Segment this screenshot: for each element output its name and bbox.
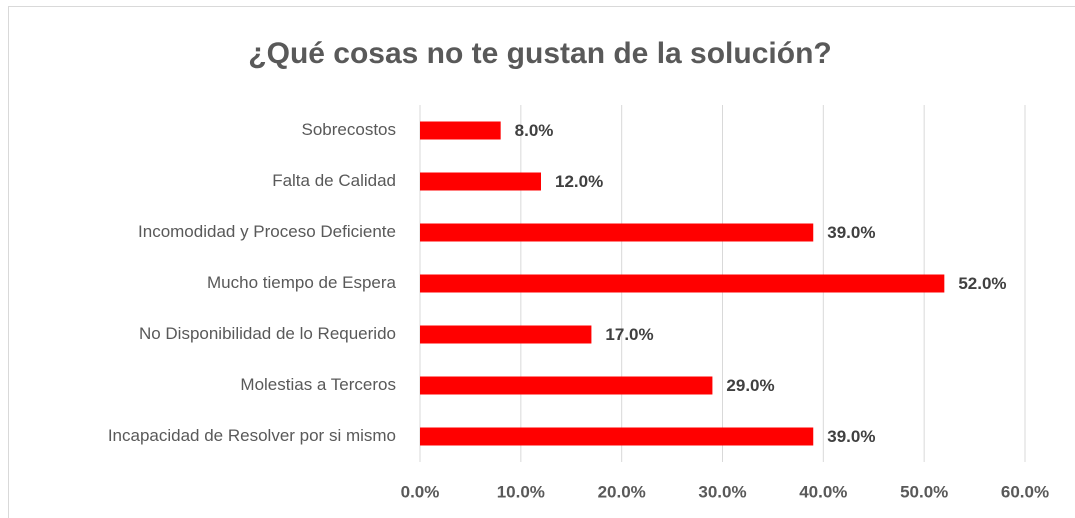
- bar: [420, 223, 814, 242]
- x-tick-label: 40.0%: [799, 482, 847, 501]
- bar: [420, 427, 814, 446]
- bar: [420, 172, 541, 191]
- bar: [420, 121, 501, 140]
- y-tick-label: No Disponibilidad de lo Requerido: [139, 324, 396, 343]
- data-label: 39.0%: [827, 223, 875, 242]
- bar: [420, 376, 713, 395]
- x-tick-label: 20.0%: [598, 482, 646, 501]
- data-label: 29.0%: [726, 376, 774, 395]
- x-tick-label: 0.0%: [401, 482, 440, 501]
- y-tick-label: Incomodidad y Proceso Deficiente: [138, 222, 396, 241]
- bar: [420, 274, 945, 293]
- y-tick-label: Falta de Calidad: [272, 171, 396, 190]
- data-label: 8.0%: [515, 121, 554, 140]
- data-label: 12.0%: [555, 172, 603, 191]
- y-tick-label: Mucho tiempo de Espera: [207, 273, 397, 292]
- y-tick-label: Molestias a Terceros: [240, 375, 396, 394]
- x-tick-label: 10.0%: [497, 482, 545, 501]
- y-tick-label: Incapacidad de Resolver por si mismo: [108, 426, 396, 445]
- bar: [420, 325, 592, 344]
- data-label: 52.0%: [958, 274, 1006, 293]
- x-tick-label: 50.0%: [900, 482, 948, 501]
- data-label: 17.0%: [605, 325, 653, 344]
- y-tick-label: Sobrecostos: [302, 120, 397, 139]
- x-tick-label: 60.0%: [1001, 482, 1049, 501]
- x-tick-label: 30.0%: [698, 482, 746, 501]
- data-label: 39.0%: [827, 427, 875, 446]
- chart-title: ¿Qué cosas no te gustan de la solución?: [248, 37, 831, 70]
